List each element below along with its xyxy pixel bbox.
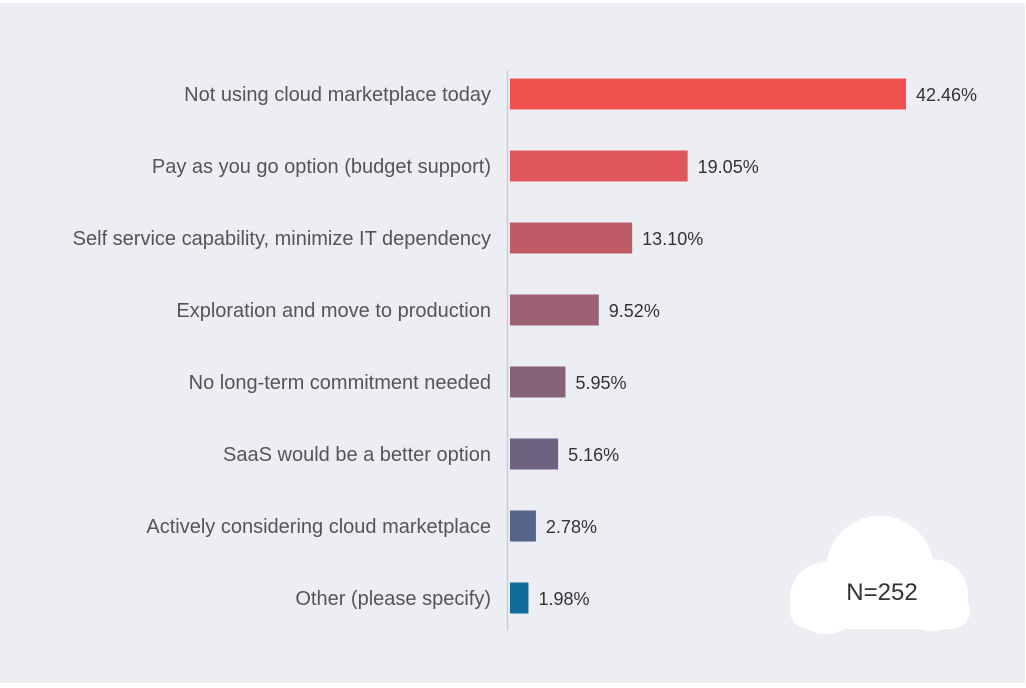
value-label: 1.98%: [538, 589, 589, 609]
chart-frame: Not using cloud marketplace today 42.46% P…: [0, 3, 1025, 683]
value-label: 13.10%: [642, 229, 703, 249]
category-label: Self service capability, minimize IT dep…: [73, 228, 491, 250]
value-label: 5.16%: [568, 445, 619, 465]
category-label: SaaS would be a better option: [223, 444, 491, 466]
bar: [510, 294, 599, 326]
value-label: 2.78%: [546, 517, 597, 537]
bar: [510, 438, 559, 470]
bar: [510, 78, 906, 110]
category-label: Actively considering cloud marketplace: [146, 516, 491, 538]
bar: [510, 510, 536, 542]
category-label: Other (please specify): [295, 588, 491, 610]
category-label: Not using cloud marketplace today: [184, 84, 491, 106]
category-label: No long-term commitment needed: [189, 372, 491, 394]
sample-size-label: N=252: [846, 579, 917, 606]
category-label: Exploration and move to production: [176, 300, 491, 322]
value-label: 42.46%: [916, 85, 977, 105]
value-label: 19.05%: [698, 157, 759, 177]
bar: [510, 366, 566, 398]
bars-group: Not using cloud marketplace today 42.46% P…: [73, 78, 977, 614]
bar: [510, 222, 633, 254]
value-label: 5.95%: [575, 373, 626, 393]
bar: [510, 150, 688, 182]
sample-size-cloud: N=252: [790, 516, 970, 634]
category-label: Pay as you go option (budget support): [152, 156, 491, 178]
bar: [510, 582, 529, 614]
value-label: 9.52%: [609, 301, 660, 321]
bar-chart: Not using cloud marketplace today 42.46% P…: [73, 71, 977, 634]
